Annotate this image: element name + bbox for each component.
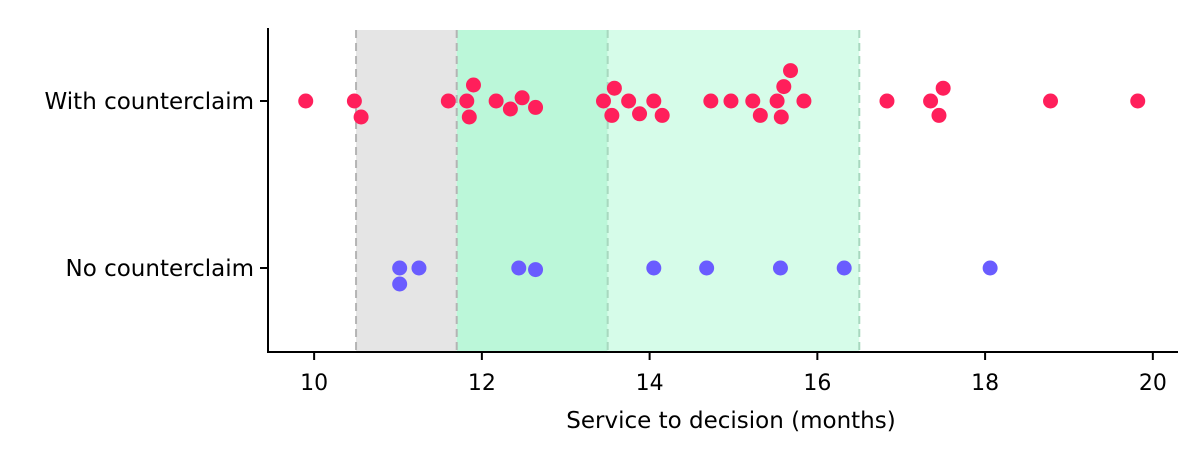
with-counterclaim-point	[459, 93, 475, 109]
no-counterclaim-point	[836, 260, 852, 276]
no-counterclaim-point	[699, 260, 715, 276]
with-counterclaim-point	[632, 106, 648, 122]
with-counterclaim-point	[604, 107, 620, 123]
with-counterclaim-point	[488, 93, 504, 109]
with-counterclaim-point	[465, 77, 481, 93]
with-counterclaim-point	[502, 101, 518, 117]
band-2	[607, 30, 860, 352]
with-counterclaim-point	[931, 107, 947, 123]
category-label-with-counterclaim: With counterclaim	[45, 89, 254, 115]
with-counterclaim-point	[703, 93, 719, 109]
axes	[260, 28, 1178, 360]
x-axis-title: Service to decision (months)	[566, 408, 895, 434]
band-0	[356, 30, 457, 352]
with-counterclaim-point	[776, 79, 792, 95]
with-counterclaim-point	[595, 93, 611, 109]
with-counterclaim-point	[923, 93, 939, 109]
x-tick-label: 16	[803, 371, 831, 396]
x-tick-label: 12	[468, 371, 496, 396]
with-counterclaim-point	[1043, 93, 1059, 109]
x-tick-label: 10	[300, 371, 328, 396]
with-counterclaim-point	[528, 99, 544, 115]
no-counterclaim-point	[982, 260, 998, 276]
with-counterclaim-point	[298, 93, 314, 109]
with-counterclaim-point	[723, 93, 739, 109]
no-counterclaim-point	[392, 260, 408, 276]
with-counterclaim-point	[752, 107, 768, 123]
with-counterclaim-point	[461, 109, 477, 125]
with-counterclaim-point	[353, 109, 369, 125]
x-tick-label: 20	[1139, 371, 1167, 396]
highlight-bands	[355, 30, 861, 352]
with-counterclaim-point	[654, 107, 670, 123]
with-counterclaim-point	[935, 80, 951, 96]
with-counterclaim-point	[621, 93, 637, 109]
x-tick-label: 14	[636, 371, 664, 396]
no-counterclaim-point	[511, 260, 527, 276]
with-counterclaim-point	[514, 90, 530, 106]
no-counterclaim-point	[646, 260, 662, 276]
with-counterclaim-point	[646, 93, 662, 109]
no-counterclaim-point	[392, 276, 408, 292]
x-tick-label: 18	[971, 371, 999, 396]
with-counterclaim-point	[606, 80, 622, 96]
data-points	[298, 63, 1146, 292]
band-1	[456, 30, 608, 352]
with-counterclaim-point	[745, 93, 761, 109]
axis-labels: 10 12 14 16 18 20 With counterclaim No counterc…	[45, 89, 1167, 396]
with-counterclaim-point	[783, 63, 799, 79]
no-counterclaim-point	[411, 260, 427, 276]
category-label-no-counterclaim: No counterclaim	[65, 256, 254, 282]
with-counterclaim-point	[769, 93, 785, 109]
with-counterclaim-point	[440, 93, 456, 109]
with-counterclaim-point	[796, 93, 812, 109]
with-counterclaim-point	[773, 109, 789, 125]
with-counterclaim-point	[879, 93, 895, 109]
no-counterclaim-point	[528, 262, 544, 278]
with-counterclaim-point	[346, 93, 362, 109]
no-counterclaim-point	[772, 260, 788, 276]
with-counterclaim-point	[1130, 93, 1146, 109]
